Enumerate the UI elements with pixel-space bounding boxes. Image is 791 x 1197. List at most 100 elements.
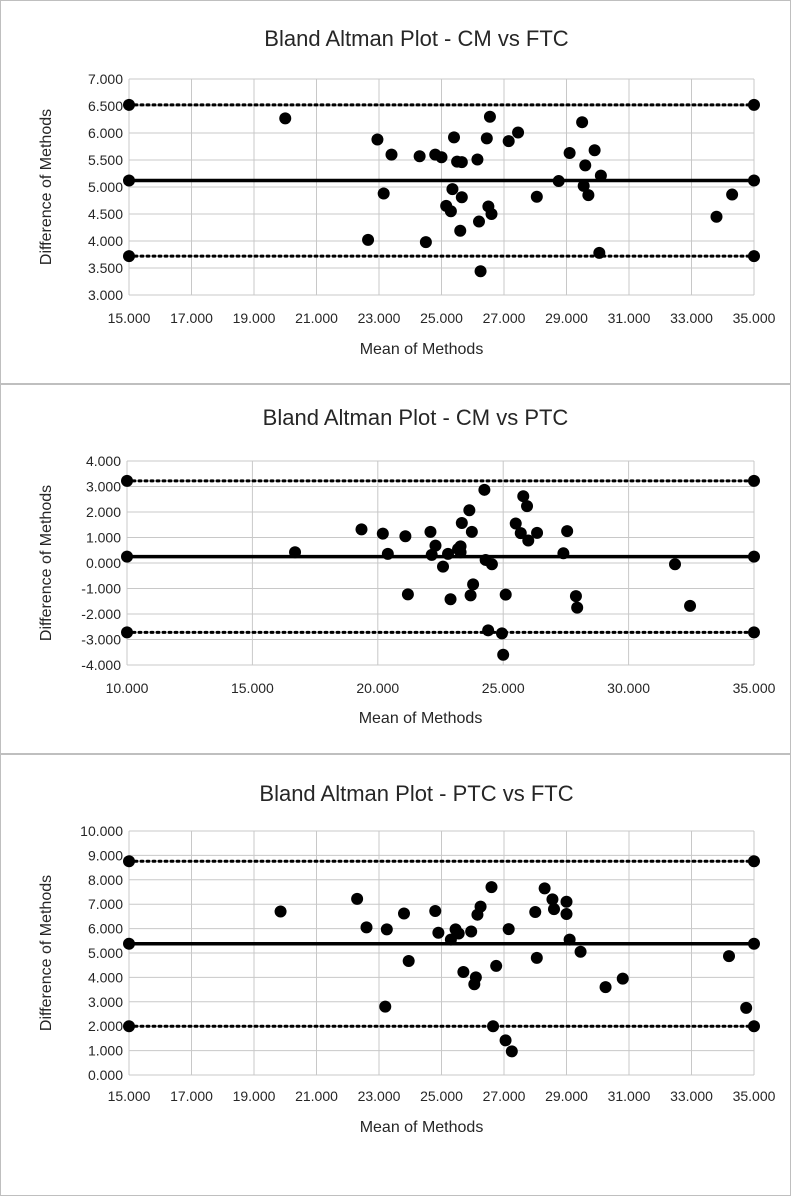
data-point (385, 148, 398, 161)
data-point (432, 926, 445, 939)
x-axis-title: Mean of Methods (360, 1119, 484, 1136)
data-point (487, 1020, 500, 1033)
x-tick-label: 15.000 (108, 310, 151, 326)
y-tick-label: 7.000 (88, 71, 123, 87)
data-point (379, 1000, 392, 1013)
x-tick-label: 19.000 (233, 1088, 276, 1104)
x-tick-label: 33.000 (670, 310, 713, 326)
x-tick-label: 35.000 (733, 680, 776, 696)
chart-svg: Bland Altman Plot - CM vs FTC 3.000 3.500 4… (38, 26, 776, 358)
data-point (465, 925, 478, 938)
data-point (455, 516, 468, 529)
upper-limit-line-end-marker (123, 855, 135, 868)
data-point (499, 1034, 512, 1047)
data-point (502, 135, 515, 148)
y-tick-label: 3.000 (88, 287, 123, 303)
data-point (569, 590, 582, 603)
upper-limit-line-end-marker (748, 474, 760, 487)
y-tick-label: 2.000 (88, 1018, 123, 1034)
data-point (588, 144, 601, 157)
y-tick-label: -2.000 (81, 606, 121, 622)
data-point (442, 547, 455, 560)
data-point (444, 593, 457, 606)
data-point (530, 951, 543, 964)
x-tick-label: 10.000 (106, 680, 149, 696)
data-point (474, 265, 487, 278)
data-point (399, 530, 412, 543)
data-point (490, 959, 503, 972)
x-tick-label: 15.000 (108, 1088, 151, 1104)
data-point (485, 881, 498, 894)
x-tick-label: 33.000 (670, 1088, 713, 1104)
data-point (499, 588, 512, 601)
y-tick-label: 9.000 (88, 847, 123, 863)
data-point (446, 183, 459, 196)
data-point (485, 558, 498, 571)
x-tick-label: 30.000 (607, 680, 650, 696)
mean-difference-line-end-marker (748, 937, 760, 950)
data-point (480, 132, 493, 145)
chart-panel-ptc-vs-ftc: Bland Altman Plot - PTC vs FTC 0.000 1.000… (0, 754, 791, 1196)
chart-title: Bland Altman Plot - CM vs FTC (264, 26, 569, 51)
data-point (561, 525, 574, 538)
data-point (455, 156, 468, 169)
data-point (531, 526, 544, 539)
y-tick-label: -1.000 (81, 581, 121, 597)
data-point (546, 893, 559, 906)
data-point (530, 190, 543, 203)
data-point (497, 648, 510, 661)
upper-limit-line-end-marker (121, 474, 133, 487)
data-point (538, 882, 551, 895)
data-point (502, 923, 515, 936)
data-point (464, 589, 477, 602)
data-point (485, 208, 498, 220)
data-point (381, 547, 394, 560)
y-tick-label: 6.000 (88, 125, 123, 141)
y-tick-label: 5.000 (88, 945, 123, 961)
data-point (574, 945, 587, 958)
x-tick-label: 25.000 (420, 310, 463, 326)
x-tick-label: 29.000 (545, 1088, 588, 1104)
data-point (560, 907, 573, 920)
lower-limit-line-end-marker (748, 626, 760, 639)
y-tick-label: 1.000 (88, 1043, 123, 1059)
data-point (512, 126, 525, 139)
data-point (482, 624, 495, 637)
data-point (467, 578, 480, 591)
x-tick-label: 35.000 (733, 1088, 776, 1104)
data-point (577, 179, 590, 192)
data-point (560, 895, 573, 908)
y-tick-label: 4.000 (86, 453, 121, 469)
x-tick-label: 31.000 (608, 310, 651, 326)
data-point (429, 539, 442, 552)
upper-limit-line-end-marker (123, 98, 135, 111)
x-tick-label: 31.000 (608, 1088, 651, 1104)
x-tick-label: 15.000 (231, 680, 274, 696)
mean-difference-line-end-marker (123, 174, 135, 187)
data-point (355, 523, 368, 536)
mean-difference-line-end-marker (121, 550, 133, 563)
data-point (424, 525, 437, 538)
data-point (371, 133, 384, 146)
y-tick-label: 4.000 (88, 969, 123, 985)
data-point (360, 921, 373, 934)
data-point (557, 547, 570, 560)
y-tick-label: 1.000 (86, 530, 121, 546)
x-tick-label: 23.000 (358, 310, 401, 326)
data-point (377, 187, 390, 200)
data-point (616, 972, 629, 985)
data-point (362, 233, 375, 246)
upper-limit-line-end-marker (748, 855, 760, 868)
upper-limit-line-end-marker (748, 98, 760, 111)
chart-panel-cm-vs-ftc: Bland Altman Plot - CM vs FTC 3.000 3.500 4… (0, 0, 791, 384)
data-point (279, 112, 292, 125)
mean-difference-line-end-marker (748, 174, 760, 187)
x-tick-label: 20.000 (356, 680, 399, 696)
y-tick-label: 10.000 (80, 823, 123, 839)
data-point (594, 169, 607, 182)
y-tick-label: 3.000 (88, 994, 123, 1010)
data-point (289, 546, 302, 559)
data-point (723, 950, 735, 963)
data-point (593, 246, 606, 259)
data-point (402, 955, 415, 968)
